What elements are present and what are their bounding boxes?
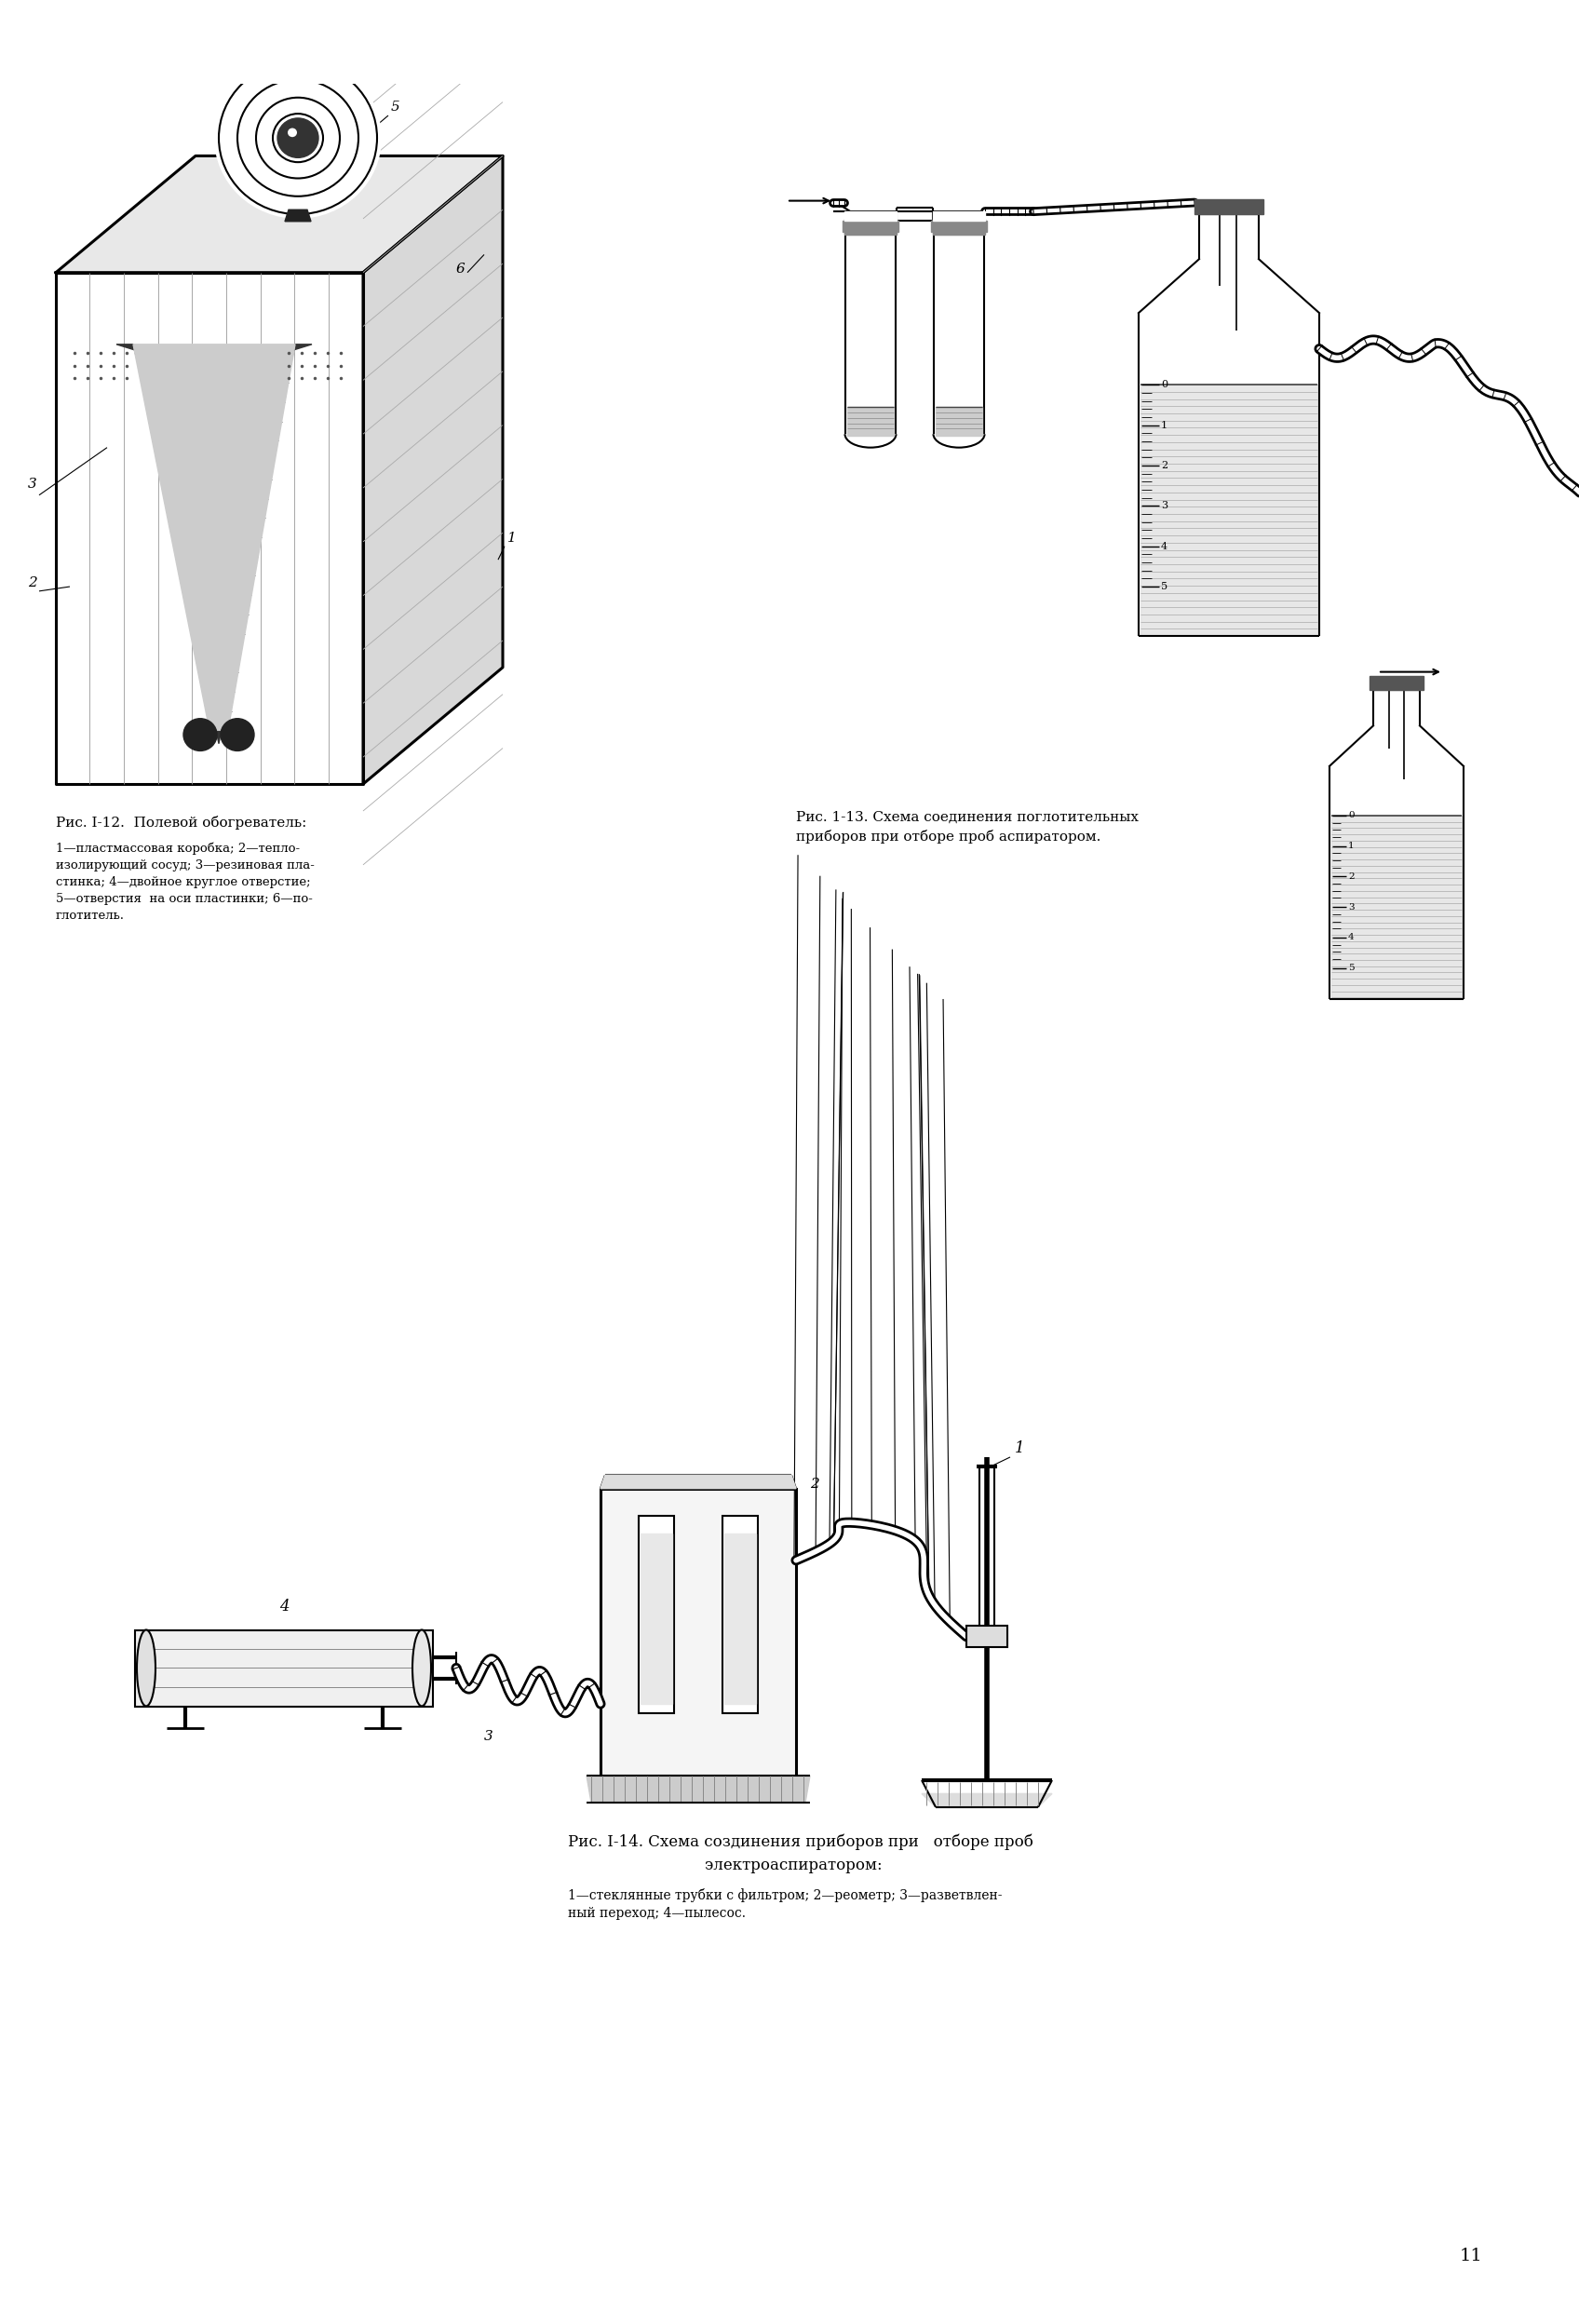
Text: 2: 2	[1348, 872, 1355, 881]
Circle shape	[278, 119, 319, 158]
Text: Рис. 1-13. Схема соединения поглотительных
приборов при отборе проб аспиратором.: Рис. 1-13. Схема соединения поглотительн…	[796, 811, 1138, 844]
Text: 6: 6	[456, 263, 466, 274]
Polygon shape	[933, 211, 985, 221]
Polygon shape	[843, 221, 898, 232]
Polygon shape	[845, 211, 897, 221]
Text: 1—стеклянные трубки с фильтром; 2—реометр; 3—разветвлен-
ный переход; 4—пылесос.: 1—стеклянные трубки с фильтром; 2—реомет…	[568, 1887, 1003, 1920]
Text: 2: 2	[810, 1478, 820, 1490]
Text: 2: 2	[1161, 460, 1167, 469]
Text: 0: 0	[1348, 811, 1355, 820]
Polygon shape	[641, 1534, 673, 1703]
Polygon shape	[933, 218, 985, 235]
Bar	[134, 1631, 433, 1706]
Polygon shape	[1331, 816, 1462, 999]
Text: 5: 5	[392, 100, 399, 114]
Polygon shape	[133, 344, 295, 730]
Polygon shape	[1369, 676, 1424, 690]
Bar	[966, 1627, 1007, 1648]
Ellipse shape	[412, 1629, 431, 1706]
Text: Рис. I-14. Схема создинения приборов при   отборе проб
                         : Рис. I-14. Схема создинения приборов при…	[568, 1834, 1033, 1873]
Polygon shape	[936, 407, 982, 437]
Text: 0: 0	[1161, 381, 1167, 390]
Text: Рис. I-12.  Полевой обогреватель:: Рис. I-12. Полевой обогреватель:	[55, 816, 306, 830]
Text: 1: 1	[1161, 421, 1167, 430]
Polygon shape	[932, 221, 987, 232]
Text: 3: 3	[1161, 502, 1167, 511]
Text: 3: 3	[1348, 902, 1355, 911]
Polygon shape	[922, 1794, 1052, 1808]
Ellipse shape	[137, 1629, 155, 1706]
Text: 3: 3	[485, 1729, 493, 1743]
Polygon shape	[55, 156, 502, 272]
Text: 1: 1	[1348, 841, 1355, 851]
Bar	[723, 1515, 758, 1713]
Text: 1: 1	[507, 532, 516, 544]
Circle shape	[183, 718, 216, 751]
Polygon shape	[148, 1631, 418, 1706]
Text: 5: 5	[1161, 581, 1167, 590]
Polygon shape	[586, 1776, 810, 1803]
Text: 4: 4	[1348, 934, 1355, 941]
Polygon shape	[117, 344, 313, 744]
Polygon shape	[725, 1534, 756, 1703]
Text: 5: 5	[1348, 964, 1355, 971]
Text: 11: 11	[1459, 2247, 1483, 2264]
Text: 1—пластмассовая коробка; 2—тепло-
изолирующий сосуд; 3—резиновая пла-
стинка; 4—: 1—пластмассовая коробка; 2—тепло- изолир…	[55, 841, 314, 923]
Text: 4: 4	[1161, 541, 1167, 551]
Polygon shape	[845, 218, 897, 235]
Polygon shape	[600, 1476, 796, 1487]
Circle shape	[215, 58, 382, 218]
Polygon shape	[1194, 200, 1263, 214]
Text: 3: 3	[28, 479, 36, 490]
Bar	[638, 1515, 674, 1713]
Text: 2: 2	[28, 576, 36, 590]
Polygon shape	[363, 156, 502, 783]
Bar	[600, 1487, 796, 1776]
Circle shape	[221, 718, 254, 751]
Polygon shape	[284, 209, 311, 221]
Polygon shape	[848, 407, 894, 437]
Polygon shape	[1140, 386, 1317, 634]
Text: 4: 4	[279, 1599, 289, 1615]
Text: 1: 1	[1015, 1441, 1025, 1457]
Circle shape	[287, 128, 297, 137]
Polygon shape	[284, 53, 311, 65]
